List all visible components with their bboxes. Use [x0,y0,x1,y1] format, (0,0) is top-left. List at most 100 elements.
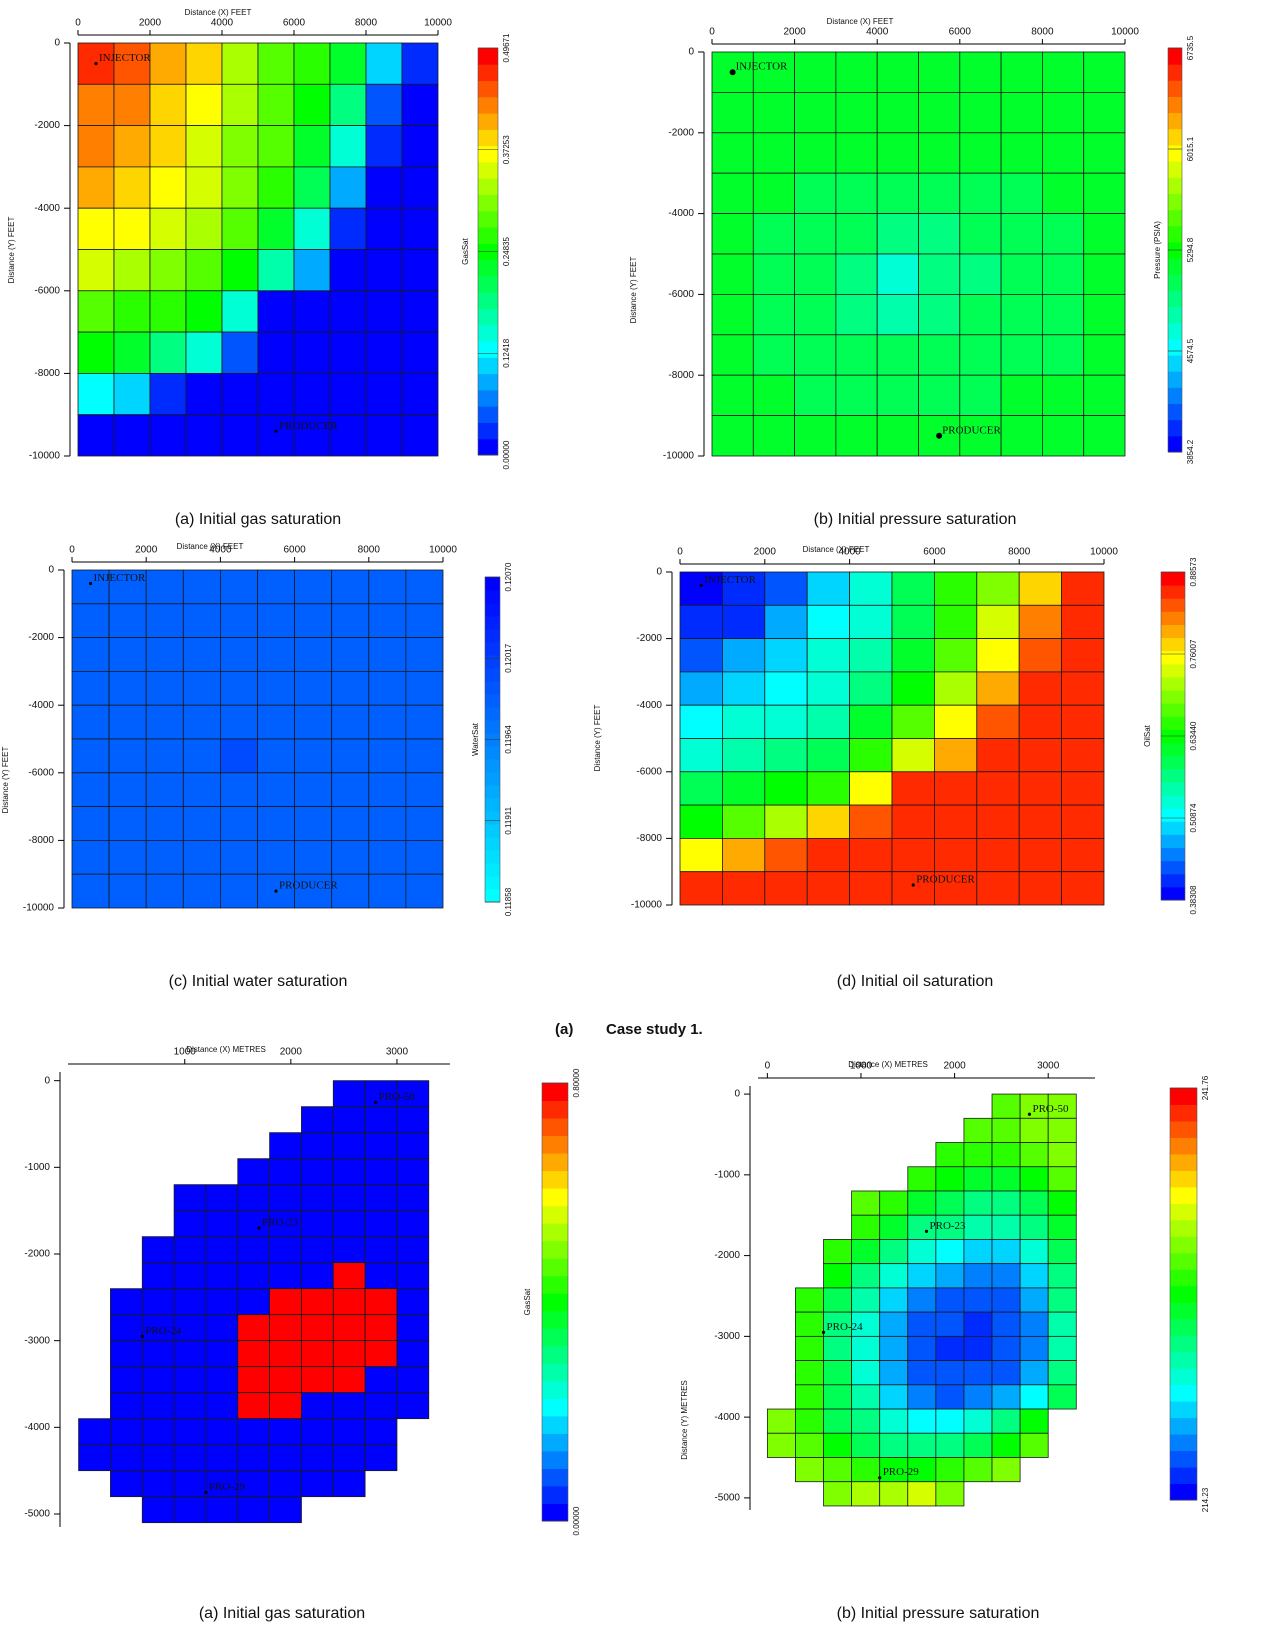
colorbar-step [478,48,498,65]
grid-cell [835,92,878,134]
x-tick-label: 2000 [943,1061,966,1072]
colorbar-step [542,1258,568,1277]
colorbar-step [478,210,498,228]
colorbar-tick-label: 0.11964 [504,725,513,754]
colorbar-step [542,1380,568,1399]
grid-cell [752,132,795,174]
colorbar-step [1170,1104,1197,1122]
y-tick-label: -2000 [34,120,60,131]
grid-cell [1047,1214,1077,1240]
y-tick-label: -2000 [668,127,694,138]
grid-cell [149,83,187,127]
colorbar-step [478,324,498,342]
x-tick-label: 8000 [355,18,378,29]
grid-cell [396,1236,430,1264]
grid-cell [851,1432,881,1458]
grid-cell [1061,638,1105,673]
grid-cell [935,1311,965,1337]
grid-cell [991,1311,1021,1337]
grid-cell [365,207,403,250]
grid-cell [182,738,221,774]
grid-cell [963,1239,993,1265]
grid-cell [364,1444,398,1472]
grid-cell [711,293,754,336]
well-marker [94,62,98,66]
colorbar-step [1161,650,1185,665]
grid-cell [1042,92,1085,134]
x-tick-label: 6000 [949,27,972,38]
grid-cell [849,704,893,739]
y-tick-label: -2000 [714,1250,740,1261]
grid-cell [711,334,754,376]
grid-cell [766,1408,796,1434]
grid-cell [365,414,403,457]
grid-cell [108,873,147,909]
grid-cell [269,1366,302,1394]
grid-cell [907,1408,937,1434]
grid-cell [77,249,115,292]
grid-cell [293,83,331,127]
grid-cell [806,638,851,673]
y-tick-label: -4000 [636,700,662,711]
grid-cell [205,1236,239,1264]
grid-cell [851,1287,881,1313]
grid-cell [332,1366,366,1394]
grid-cell [1083,213,1126,255]
grid-cell [396,1340,430,1368]
colorbar-step [1168,290,1182,308]
grid-cell [405,806,444,841]
colorbar-step [1161,690,1185,704]
grid-cell [879,1311,909,1337]
grid-cell [851,1457,881,1483]
grid-cell [907,1481,937,1507]
grid-cell [851,1239,881,1265]
grid-cell [149,249,187,292]
colorbar-step [485,837,500,851]
grid-cell [959,374,1002,417]
grid-cell [1047,1360,1077,1386]
panel-caption: (d) Initial oil saturation [837,973,994,990]
well-marker [274,889,278,893]
grid-cell [1019,1263,1049,1289]
grid-cell [269,1158,302,1186]
grid-cell [329,249,367,292]
grid-cell [329,125,367,168]
grid-cell [907,1190,937,1216]
grid-cell [1019,1214,1049,1240]
colorbar-tick-label: 0.76007 [1189,639,1198,668]
grid-cell [1000,253,1043,295]
grid-cell [205,1210,239,1238]
grid-cell [935,1457,965,1483]
grid-cell [405,603,444,638]
grid-cell [364,1262,398,1290]
colorbar-tick-label: 0.80000 [572,1068,581,1097]
grid-cell [991,1239,1021,1265]
grid-cell [764,838,808,873]
grid-cell [764,671,808,706]
colorbar-tick-label: 4574.5 [1186,338,1195,363]
y-tick-label: -8000 [668,370,694,381]
grid-cell [849,838,893,873]
grid-cell [976,571,1020,606]
colorbar-title: GasSat [461,237,470,264]
grid-cell [396,1132,430,1160]
grid-cell [182,671,221,706]
colorbar-step [485,876,500,890]
grid-cell [722,838,766,873]
grid-cell [365,83,403,127]
colorbar-step [1170,1467,1197,1485]
grid-cell [1019,1360,1049,1386]
grid-cell [257,704,295,740]
grid-cell [876,374,919,417]
grid-cell [1042,374,1085,417]
grid-cell [332,1236,366,1264]
grid-cell [364,1288,398,1316]
grid-cell [71,603,110,638]
grid-cell [331,671,370,706]
grid-cell [269,1418,302,1446]
colorbar-step [1168,355,1182,372]
colorbar-step [542,1345,568,1364]
well-label: PRODUCER [279,420,338,432]
grid-cell [752,172,795,214]
colorbar-step [478,275,498,293]
